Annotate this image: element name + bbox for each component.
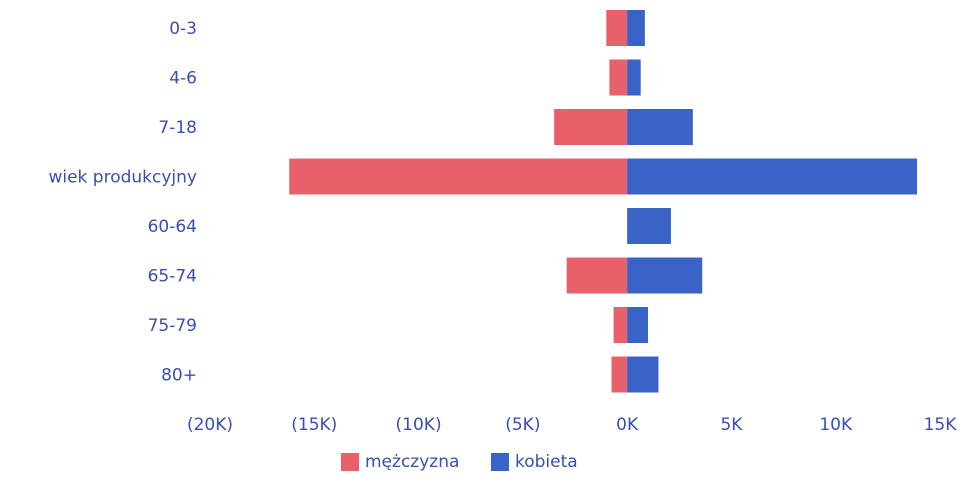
x-tick-label: (10K) xyxy=(396,415,442,435)
legend-label: kobieta xyxy=(515,452,578,472)
category-label-7-18: 7-18 xyxy=(158,118,197,138)
category-label-60-64: 60-64 xyxy=(148,217,197,237)
category-label-65-74: 65-74 xyxy=(148,267,197,287)
x-tick-labels: (20K) (15K) (10K) (5K) 0K 5K 10K 15K xyxy=(187,415,957,435)
bar-m-czyzna-7-18[interactable] xyxy=(554,109,628,145)
category-label-4-6: 4-6 xyxy=(169,69,197,89)
bar-m-czyzna-0-3[interactable] xyxy=(606,10,628,46)
x-tick-label: 0K xyxy=(616,415,639,435)
bar-kobieta-75-79[interactable] xyxy=(627,307,648,343)
legend-swatch xyxy=(341,453,359,471)
x-tick-label: (15K) xyxy=(291,415,337,435)
legend-item-m-czyzna[interactable]: mężczyzna xyxy=(341,452,459,472)
bar-m-czyzna-wiek-produkcyjny[interactable] xyxy=(289,158,628,195)
bar-kobieta-65-74[interactable] xyxy=(627,257,703,294)
legend-swatch xyxy=(491,453,509,471)
x-tick-label: 10K xyxy=(819,415,853,435)
legend-item-kobieta[interactable]: kobieta xyxy=(491,452,578,472)
bar-m-czyzna-65-74[interactable] xyxy=(566,257,628,294)
bars xyxy=(289,10,918,393)
category-labels: 0-3 4-6 7-18 wiek produkcyjny 60-64 65-74 75-7… xyxy=(48,19,197,386)
category-label-0-3: 0-3 xyxy=(169,19,197,39)
bar-m-czyzna-80[interactable] xyxy=(611,356,628,393)
bar-kobieta-80[interactable] xyxy=(627,356,659,393)
x-tick-label: 15K xyxy=(924,415,958,435)
bar-kobieta-4-6[interactable] xyxy=(627,59,641,96)
x-tick-label: 5K xyxy=(720,415,743,435)
category-label-80: 80+ xyxy=(161,366,197,386)
x-tick-label: (20K) xyxy=(187,415,233,435)
category-label-wiek-produkcyjny: wiek produkcyjny xyxy=(48,168,197,188)
bar-m-czyzna-75-79[interactable] xyxy=(613,307,628,343)
bar-kobieta-60-64[interactable] xyxy=(627,208,671,244)
legend-label: mężczyzna xyxy=(365,452,459,472)
bar-kobieta-0-3[interactable] xyxy=(627,10,645,46)
x-tick-label: (5K) xyxy=(505,415,540,435)
bar-kobieta-7-18[interactable] xyxy=(627,109,693,145)
bar-m-czyzna-4-6[interactable] xyxy=(609,59,628,96)
category-label-75-79: 75-79 xyxy=(148,316,197,336)
bar-kobieta-wiek-produkcyjny[interactable] xyxy=(627,158,918,195)
legend[interactable]: mężczyzna kobieta xyxy=(341,452,578,472)
